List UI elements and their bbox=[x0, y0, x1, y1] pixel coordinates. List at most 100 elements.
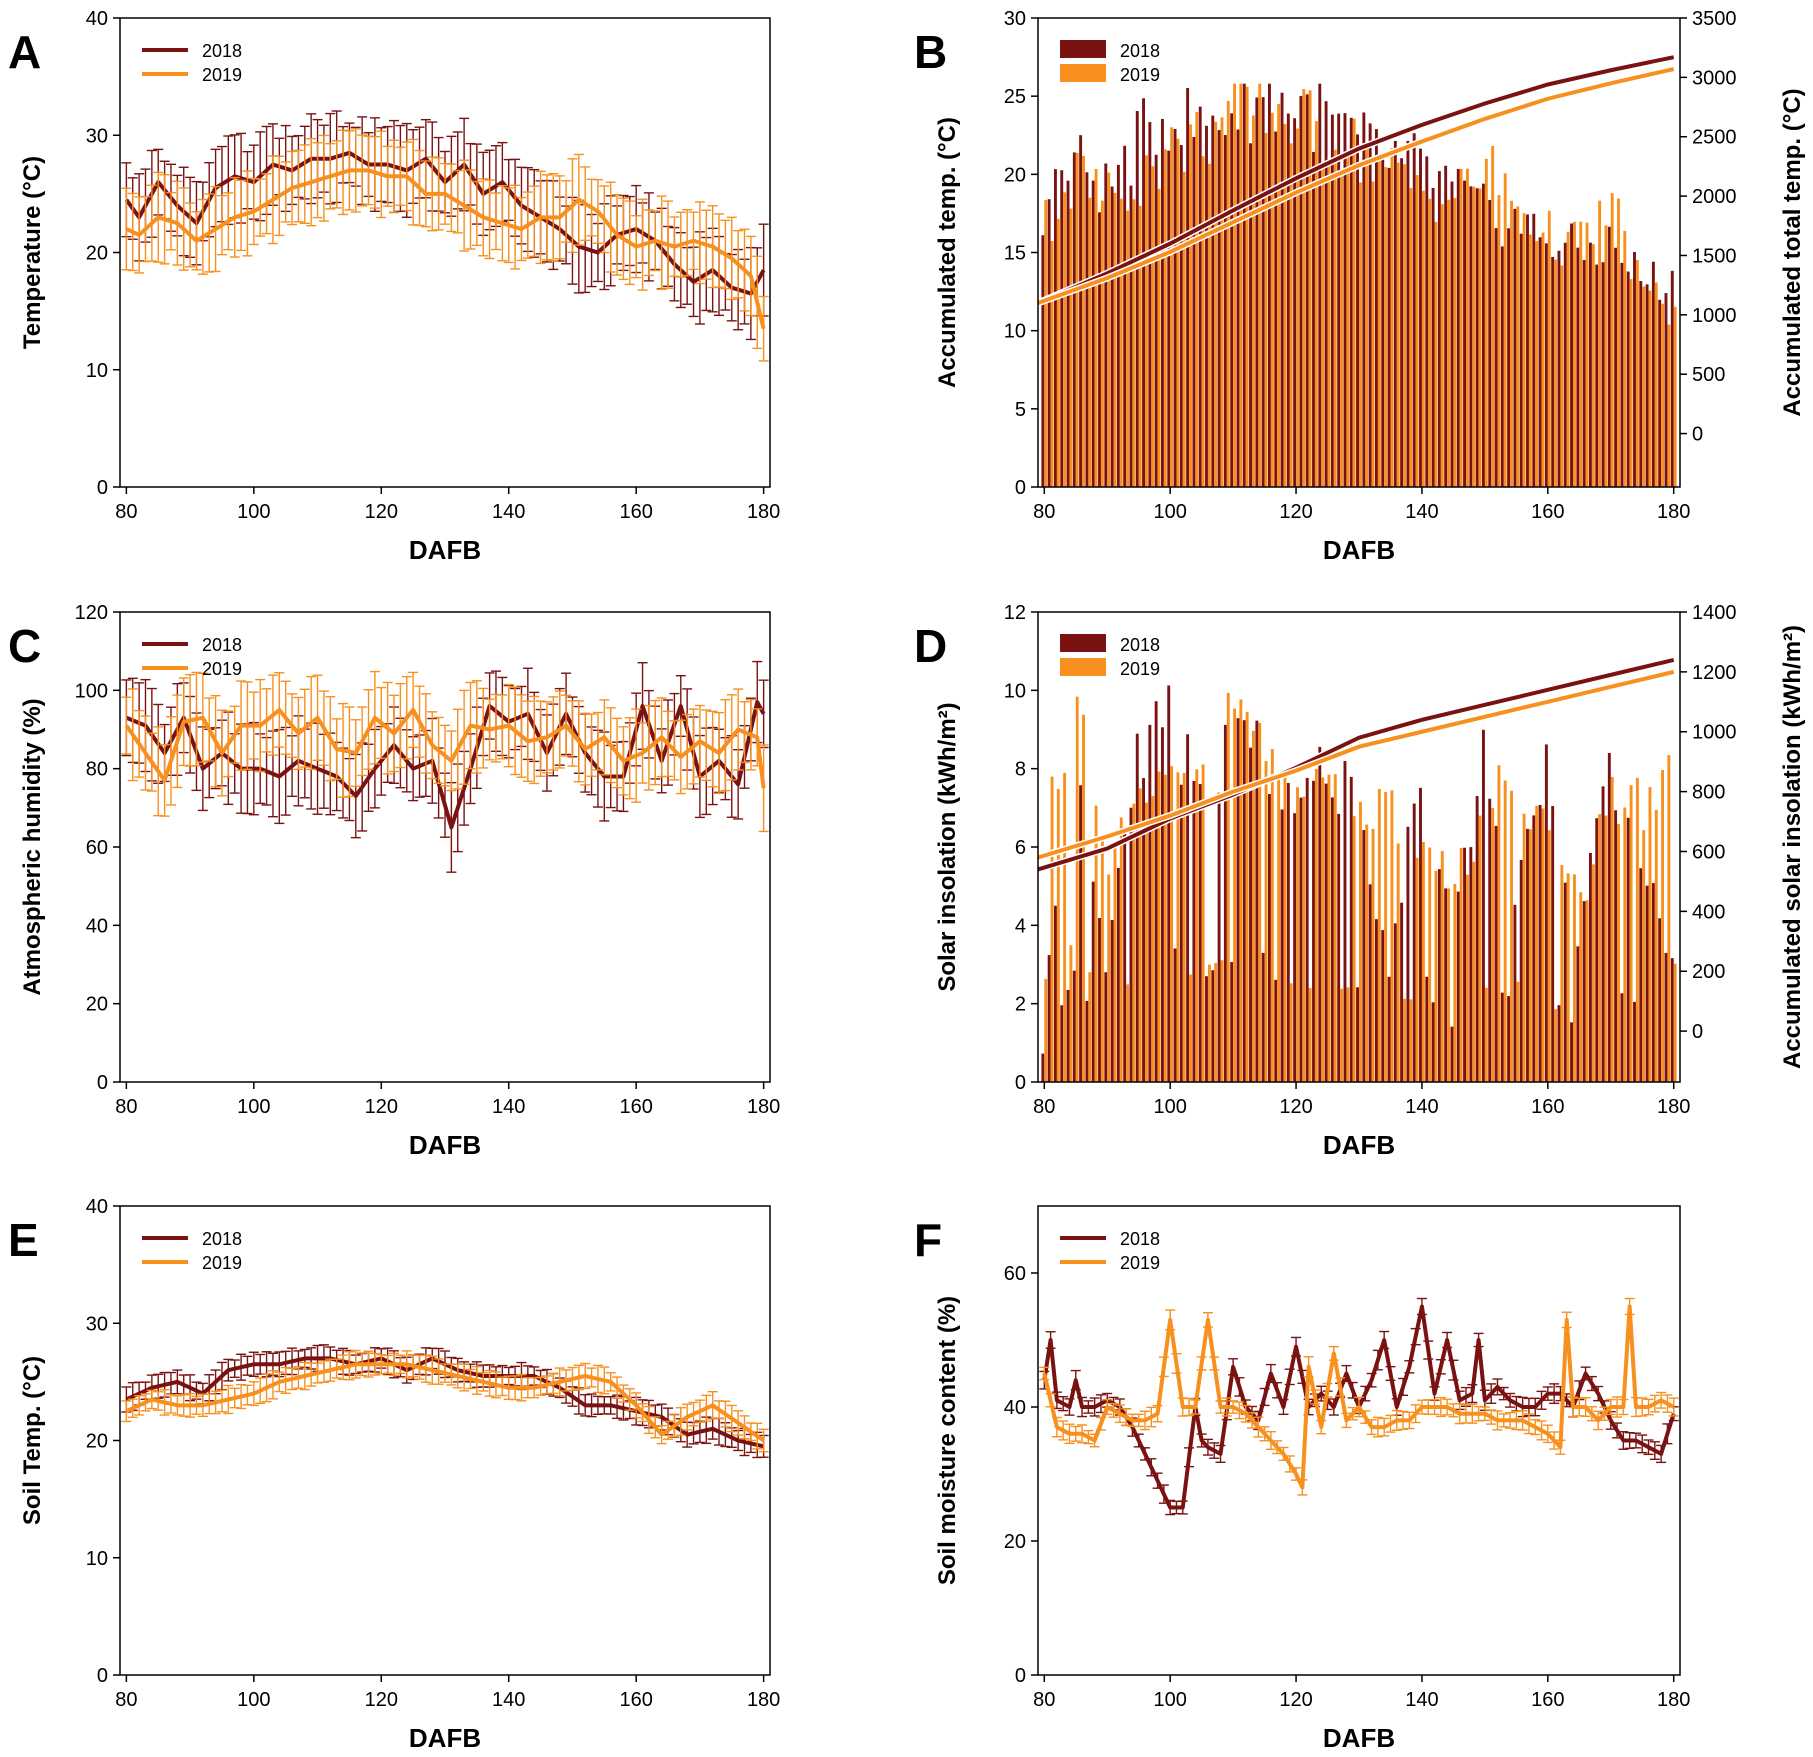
bar-2019 bbox=[1333, 149, 1337, 487]
bar-2018 bbox=[1330, 114, 1334, 488]
bar-2019 bbox=[1522, 813, 1526, 1082]
y2-tick-label: 0 bbox=[1692, 424, 1703, 446]
bar-2019 bbox=[1094, 805, 1098, 1082]
bar-2018 bbox=[1563, 882, 1567, 1082]
bar-2018 bbox=[1091, 180, 1095, 487]
legend-label-2019: 2019 bbox=[202, 659, 242, 679]
y-tick-label: 0 bbox=[1015, 1072, 1026, 1094]
bar-2019 bbox=[1245, 86, 1249, 488]
bar-2019 bbox=[1585, 222, 1589, 487]
bar-2019 bbox=[1522, 213, 1526, 487]
bar-2018 bbox=[1236, 718, 1240, 1082]
bar-2018 bbox=[1223, 724, 1227, 1082]
bar-2018 bbox=[1255, 720, 1259, 1082]
bar-2018 bbox=[1412, 803, 1416, 1082]
bar-2019 bbox=[1189, 124, 1192, 488]
bar-2019 bbox=[1403, 164, 1406, 488]
bar-2018 bbox=[1230, 962, 1234, 1082]
bar-2019 bbox=[1327, 774, 1331, 1082]
bar-2018 bbox=[1167, 685, 1171, 1082]
x-axis-label: DAFB bbox=[409, 535, 481, 565]
bar-2018 bbox=[1135, 733, 1139, 1082]
bar-2018 bbox=[1670, 270, 1674, 487]
bar-2019 bbox=[1528, 234, 1532, 487]
bar-2018 bbox=[1343, 760, 1347, 1082]
bar-2018 bbox=[1475, 796, 1479, 1082]
panel-d: D80 100 120 140 160 1800246810120200400600800… bbox=[914, 602, 1806, 1160]
bar-2019 bbox=[1384, 167, 1388, 487]
x-axis-label: DAFB bbox=[1323, 1723, 1395, 1753]
plot-frame bbox=[1037, 1205, 1681, 1676]
bar-2018 bbox=[1437, 869, 1441, 1082]
bar-2019 bbox=[1421, 190, 1425, 488]
x-tick-label: 100 bbox=[1153, 1689, 1186, 1711]
bar-2019 bbox=[1258, 83, 1262, 487]
bar-2019 bbox=[1535, 241, 1539, 487]
bar-2018 bbox=[1570, 223, 1573, 487]
y-axis-label: Solar insolation (kWh/m²) bbox=[934, 702, 961, 991]
bar-2018 bbox=[1538, 237, 1542, 487]
bar-2019 bbox=[1113, 845, 1117, 1082]
bar-2018 bbox=[1494, 825, 1498, 1082]
bar-2018 bbox=[1513, 208, 1517, 487]
bar-2019 bbox=[1491, 145, 1495, 488]
bar-2018 bbox=[1173, 948, 1177, 1082]
bar-2018 bbox=[1217, 792, 1221, 1082]
bar-2019 bbox=[1377, 788, 1381, 1082]
plot-frame bbox=[119, 611, 771, 1083]
y2-axis-label: Accumulated total temp. (°C) bbox=[1779, 88, 1806, 416]
bar-2019 bbox=[1390, 148, 1394, 487]
bar-2019 bbox=[1132, 803, 1136, 1082]
bar-2019 bbox=[1591, 864, 1595, 1082]
bar-2019 bbox=[1119, 198, 1123, 487]
bar-2019 bbox=[1661, 770, 1665, 1082]
y-tick-label: 0 bbox=[97, 1665, 108, 1687]
bar-2019 bbox=[1314, 768, 1318, 1082]
y-axis-label: Accumulated temp. (°C) bbox=[934, 117, 961, 388]
x-tick-label: 100 bbox=[1153, 1096, 1186, 1118]
bar-2018 bbox=[1356, 134, 1359, 488]
bar-2019 bbox=[1352, 816, 1356, 1082]
y-tick-label: 0 bbox=[1015, 1665, 1026, 1687]
bar-2018 bbox=[1626, 271, 1630, 487]
bar-2018 bbox=[1110, 920, 1114, 1082]
bar-2019 bbox=[1610, 193, 1614, 487]
bar-2019 bbox=[1201, 764, 1205, 1082]
x-tick-label: 180 bbox=[1657, 1096, 1690, 1118]
bar-2019 bbox=[1673, 306, 1677, 487]
x-tick-label: 160 bbox=[1531, 501, 1564, 523]
bar-2018 bbox=[1299, 797, 1303, 1082]
bar-2018 bbox=[1053, 169, 1057, 487]
bar-2018 bbox=[1670, 958, 1674, 1082]
bar-2019 bbox=[1642, 286, 1646, 487]
bar-2019 bbox=[1107, 172, 1111, 487]
bar-2018 bbox=[1123, 828, 1127, 1082]
bar-2018 bbox=[1463, 847, 1466, 1082]
bar-2018 bbox=[1053, 905, 1057, 1082]
bar-2018 bbox=[1091, 881, 1095, 1082]
bar-2018 bbox=[1192, 136, 1196, 487]
y-tick-label: 40 bbox=[1004, 1397, 1026, 1419]
x-tick-label: 100 bbox=[237, 1689, 270, 1711]
bar-2019 bbox=[1484, 987, 1488, 1082]
x-tick-label: 140 bbox=[1405, 501, 1438, 523]
bar-2018 bbox=[1261, 952, 1265, 1082]
bar-2019 bbox=[1554, 1009, 1558, 1082]
x-tick-label: 160 bbox=[1531, 1689, 1564, 1711]
bar-2018 bbox=[1469, 186, 1473, 487]
bar-2018 bbox=[1444, 888, 1448, 1082]
y2-tick-label: 800 bbox=[1692, 782, 1725, 804]
bar-2019 bbox=[1138, 788, 1142, 1082]
bar-2018 bbox=[1305, 94, 1309, 487]
x-tick-label: 120 bbox=[1279, 1689, 1312, 1711]
bar-2019 bbox=[1302, 796, 1306, 1082]
bar-2018 bbox=[1242, 720, 1246, 1082]
bar-2019 bbox=[1333, 774, 1337, 1082]
bar-2019 bbox=[1151, 796, 1155, 1082]
legend: 2018 2019 bbox=[142, 1229, 242, 1273]
bar-2019 bbox=[1252, 115, 1255, 487]
bar-2018 bbox=[1645, 885, 1649, 1082]
bar-2018 bbox=[1532, 815, 1536, 1082]
bar-2019 bbox=[1182, 772, 1186, 1082]
